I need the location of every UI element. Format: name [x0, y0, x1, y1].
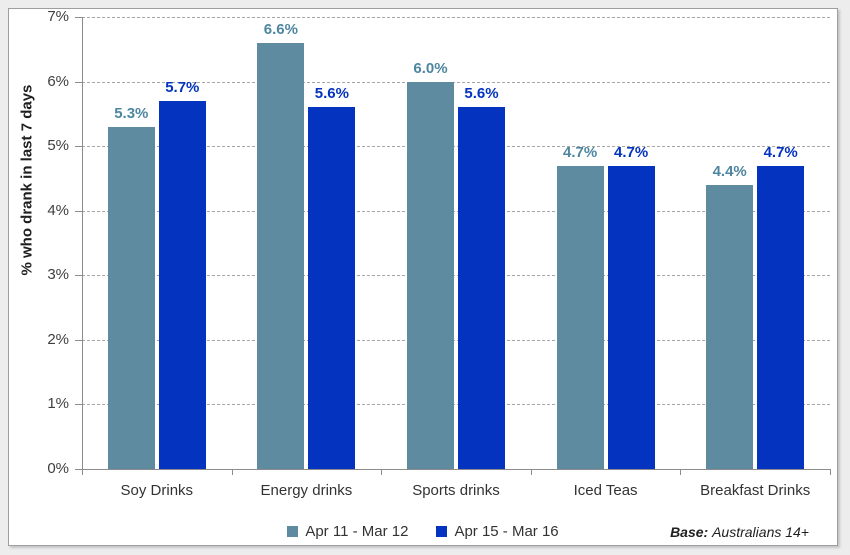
x-axis-tick	[530, 469, 532, 475]
gridline	[82, 210, 830, 212]
y-axis-tick-label: 3%	[47, 266, 69, 284]
category-label: Soy Drinks	[120, 482, 194, 499]
x-axis-tick	[82, 469, 83, 475]
bar	[407, 81, 454, 469]
bar	[706, 184, 754, 469]
y-axis-tick-label: 7%	[47, 8, 69, 25]
bar-value-label: 4.7%	[562, 143, 598, 161]
bar-value-label: 5.6%	[314, 85, 349, 103]
bar	[308, 107, 356, 469]
legend-item: Apr 15 - Mar 16	[436, 523, 559, 540]
legend-label: Apr 11 - Mar 12	[305, 523, 409, 540]
y-axis-tick	[75, 469, 82, 470]
legend-label: Apr 15 - Mar 16	[454, 523, 559, 540]
category-label: Sports drinks	[412, 482, 500, 499]
y-axis-tick-label: 5%	[47, 137, 69, 155]
y-axis-tick-label: 4%	[47, 201, 69, 219]
base-note-label: Base:	[670, 524, 709, 540]
chart-panel: 0% 1% 2% 3% 4% 5% 6% 7% 5.3% 5.7% Soy Drinks 6.6% 5.…	[8, 8, 838, 546]
bar	[158, 100, 206, 469]
bar-value-label: 5.7%	[165, 78, 200, 96]
gridline	[82, 146, 830, 148]
y-axis-tick-label: 0%	[47, 460, 69, 477]
gridline	[82, 17, 830, 18]
bar-value-label: 4.7%	[763, 143, 798, 161]
category-label: Iced Teas	[573, 482, 638, 499]
bar-value-label: 5.3%	[114, 104, 149, 122]
bar	[257, 42, 305, 469]
bar	[556, 165, 604, 469]
legend-swatch-icon	[287, 526, 299, 537]
y-axis-tick	[75, 81, 82, 83]
y-axis-tick	[75, 339, 82, 341]
y-axis-tick	[75, 404, 82, 406]
y-axis-tick	[75, 275, 82, 277]
bar	[757, 165, 805, 469]
y-axis-tick-label: 1%	[47, 395, 69, 413]
bar	[107, 126, 155, 469]
gridline	[82, 275, 830, 277]
y-axis-tick	[75, 146, 82, 148]
category-label: Energy drinks	[260, 482, 353, 499]
legend-item: Apr 11 - Mar 12	[287, 523, 408, 540]
bar-value-label: 4.7%	[613, 143, 649, 161]
y-axis-tick-label: 2%	[47, 330, 69, 348]
bar	[458, 107, 505, 469]
bar-value-label: 4.4%	[712, 162, 747, 180]
x-axis-tick	[830, 469, 831, 475]
y-axis-tick	[75, 210, 82, 212]
y-axis-tick	[75, 17, 82, 18]
bar	[607, 165, 655, 469]
category-label: Breakfast Drinks	[700, 482, 811, 499]
bar-value-label: 5.6%	[464, 85, 499, 103]
x-axis-tick	[231, 469, 233, 475]
legend: Apr 11 - Mar 12 Apr 15 - Mar 16	[9, 523, 837, 540]
y-axis-tick-label: 6%	[47, 72, 69, 90]
y-axis-line	[82, 17, 83, 469]
plot-area: 0% 1% 2% 3% 4% 5% 6% 7% 5.3% 5.7% Soy Drinks 6.6% 5.…	[9, 8, 837, 545]
gridline	[82, 404, 830, 406]
legend-swatch-icon	[436, 526, 448, 537]
y-axis-title: % who drank in last 7 days	[18, 84, 36, 276]
gridline	[82, 81, 830, 83]
base-note-value: Australians 14+	[712, 524, 809, 540]
gridline	[82, 339, 830, 341]
x-axis-tick	[680, 469, 682, 475]
x-axis-tick	[381, 469, 383, 475]
bar-value-label: 6.0%	[413, 59, 448, 77]
bar-value-label: 6.6%	[263, 20, 298, 38]
base-note: Base: Australians 14+	[670, 524, 809, 540]
x-axis-line	[82, 469, 830, 470]
